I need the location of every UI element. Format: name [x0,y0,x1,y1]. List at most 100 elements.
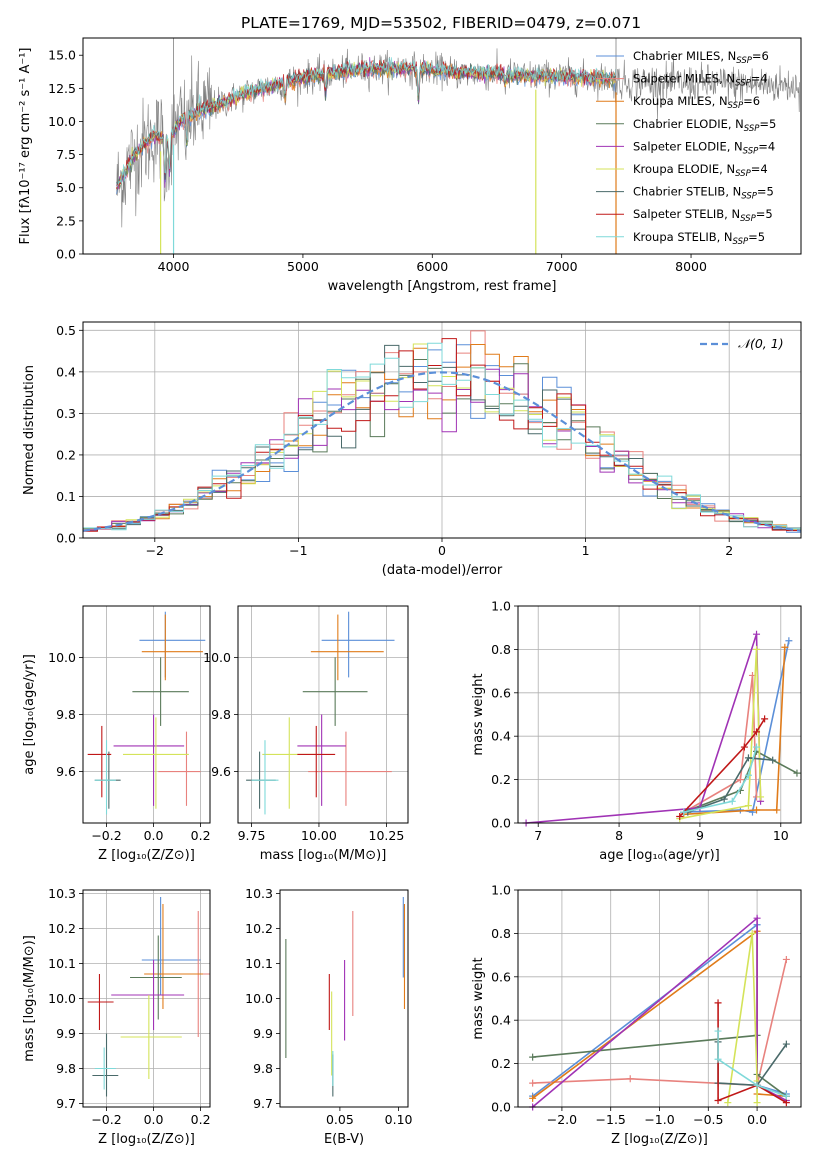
y-tick-label: 10.2 [245,921,273,936]
panel-residuals: −2 −1 0 1 2 0.0 0.1 0.2 0.3 0.4 0.5 (data-model)/er… [22,321,802,578]
y-tick-label: 10.3 [48,886,76,901]
x-tick-label: 0.0 [144,828,164,843]
plot-area [246,611,395,815]
y-tick-label: 10.0 [48,114,76,129]
x-axis-label: Z [log₁₀(Z/Z⊙)] [98,1132,195,1147]
weight-line [683,750,798,813]
weight-marker [782,1099,790,1107]
plot-area [522,630,801,827]
weight-line [532,916,787,1108]
weight-marker [748,929,756,937]
residual-histogram [83,342,801,531]
x-tick-label: 10 [773,828,789,843]
weight-marker [736,776,744,784]
axes-frame [82,605,211,824]
weight-marker [728,797,736,805]
weight-marker [714,1027,722,1035]
plot-area [529,914,790,1111]
legend-label: Chabrier MILES, NSSP=6 [633,49,769,66]
x-axis-label: age [log₁₀(age/yr)] [599,848,720,863]
weight-marker [753,630,761,638]
x-tick-label: −0.2 [91,828,121,843]
x-tick-label: −0.5 [693,1112,723,1127]
x-tick-label: 0.2 [191,1112,211,1127]
y-tick-label: 1.0 [491,883,511,898]
weight-marker [761,715,769,723]
x-axis-label: wavelength [Angstrom, rest frame] [328,279,557,294]
x-tick-label: 1 [582,543,590,558]
y-tick-label: 2.5 [56,213,76,228]
y-tick-label: 0.2 [491,772,511,787]
weight-marker [680,808,688,816]
x-tick-label: −1.0 [644,1112,674,1127]
y-tick-label: 10.3 [245,886,273,901]
weight-line [727,933,758,1103]
y-tick-label: 9.6 [211,764,231,779]
x-tick-label: 9 [696,828,704,843]
x-tick-label: −1.5 [596,1112,626,1127]
y-tick-label: 10.0 [203,650,231,665]
x-tick-label: 8 [615,828,623,843]
x-tick-label: 5000 [287,259,319,274]
weight-marker [753,806,761,814]
plot-area [116,38,800,254]
y-tick-label: 9.8 [56,1061,76,1076]
x-tick-label: −2.0 [547,1112,577,1127]
weight-marker [753,1099,761,1107]
y-tick-label: 9.7 [253,1096,273,1111]
y-tick-label: 10.0 [48,650,76,665]
x-tick-label: 0 [438,543,446,558]
y-tick-label: 0.8 [491,642,511,657]
weight-marker [753,645,761,653]
weight-marker [773,806,781,814]
legend-label: Kroupa MILES, NSSP=6 [633,94,760,111]
plot-area [82,330,802,533]
y-tick-label: 0.0 [491,816,511,831]
weight-line [687,675,758,811]
y-axis-label: mass weight [471,957,486,1039]
y-tick-label: 0.5 [56,323,76,338]
x-tick-label: 7 [534,828,542,843]
legend-label: Salpeter ELODIE, NSSP=4 [633,139,775,156]
legend-label: Chabrier ELODIE, NSSP=5 [633,117,776,134]
weight-marker [714,1055,722,1063]
x-tick-label: 7000 [546,259,578,274]
weight-line [687,757,773,813]
y-tick-label: 9.7 [56,1096,76,1111]
y-tick-label: 12.5 [48,81,76,96]
y-axis-label: mass weight [471,673,486,755]
y-axis-label: Flux [fλ10⁻¹⁷ erg cm⁻² s⁻¹ A⁻¹] [18,48,33,245]
x-axis-label: E(B-V) [324,1132,364,1147]
weight-line [679,718,766,818]
model-spectrum [116,57,617,188]
weight-marker [724,1099,732,1107]
weight-marker [785,637,793,645]
y-tick-label: 0.1 [56,489,76,504]
weight-marker [769,756,777,764]
plot-area [87,897,210,1097]
x-tick-label: −0.2 [91,1112,121,1127]
weight-line [683,647,786,816]
residual-histogram [83,368,801,531]
y-axis-label: Normed distribution [22,365,37,495]
y-tick-label: 10.2 [48,921,76,936]
x-tick-label: 0.05 [326,1112,354,1127]
weight-marker [744,771,752,779]
y-tick-label: 0.0 [56,247,76,262]
legend-label: 𝒩(0, 1) [738,336,784,351]
y-tick-label: 9.8 [56,707,76,722]
axes-frame [517,889,802,1108]
panel-age-vs-Z: −0.2 0.0 0.2 9.6 9.8 10.0 Z [log₁₀(Z/Z⊙)] age [… [22,605,211,863]
y-tick-label: 10.1 [48,956,76,971]
axes-frame [82,889,211,1108]
panel-mass-vs-Z: −0.2 0.0 0.2 9.7 9.8 9.9 10.0 10.1 10.2 10.3 Z [lo… [22,886,211,1147]
y-tick-label: 9.9 [56,1026,76,1041]
y-tick-label: 0.6 [491,685,511,700]
x-tick-label: 0.0 [747,1112,767,1127]
residual-histogram [83,359,801,532]
axes-frame [517,605,802,824]
x-tick-label: 0.0 [144,1112,164,1127]
y-tick-label: 0.0 [491,1100,511,1115]
y-tick-label: 9.8 [253,1061,273,1076]
